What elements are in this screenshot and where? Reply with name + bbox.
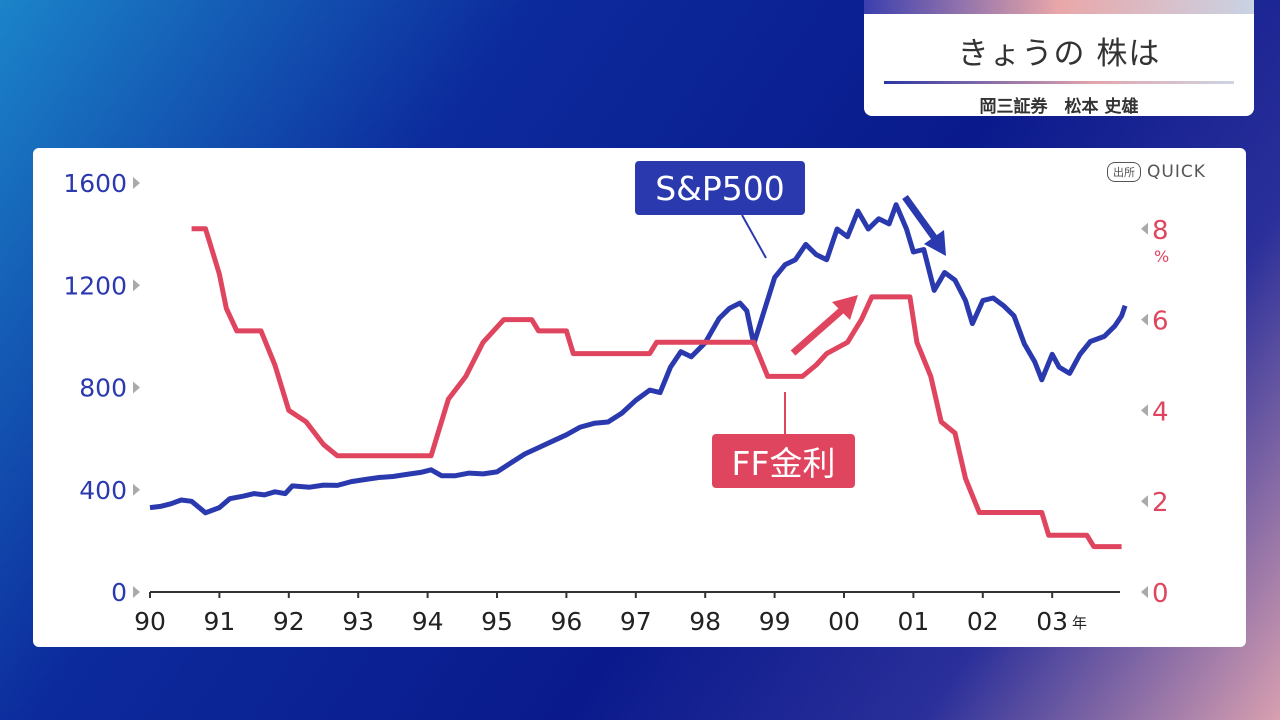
source-badge: 出所	[1107, 162, 1141, 182]
x-tick-label: 02	[967, 607, 999, 636]
x-tick-label: 99	[759, 607, 791, 636]
rising-arrowhead-icon	[832, 295, 858, 320]
left-tick-arrow-icon	[133, 483, 140, 496]
right-tick-label: 0	[1152, 579, 1169, 609]
ff-rate-label: FF金利	[712, 434, 855, 488]
x-tick-label: 94	[412, 607, 444, 636]
source-credit: 出所 QUICK	[1107, 162, 1206, 182]
sp500-label: S&P500	[635, 161, 805, 215]
x-tick-label: 97	[620, 607, 652, 636]
right-tick-label: 2	[1152, 488, 1169, 518]
sp500-leader-line	[741, 214, 767, 259]
x-tick-label: 92	[273, 607, 305, 636]
right-unit-label: %	[1154, 247, 1169, 266]
x-tick-label: 98	[689, 607, 721, 636]
left-tick-arrow-icon	[133, 381, 140, 394]
right-tick-arrow-icon	[1141, 404, 1148, 417]
right-tick-arrow-icon	[1141, 495, 1148, 508]
x-tick-label: 90	[134, 607, 166, 636]
right-tick-arrow-icon	[1141, 313, 1148, 326]
left-tick-arrow-icon	[133, 586, 140, 598]
left-tick-arrow-icon	[133, 177, 140, 189]
falling-arrowhead-icon	[924, 230, 946, 256]
program-title: きょうの 株は	[957, 36, 1161, 72]
x-unit-label: 年	[1072, 614, 1087, 632]
presenter-name: 岡三証券 松本 史雄	[979, 97, 1139, 116]
left-tick-label: 400	[79, 476, 127, 505]
rising-arrow-icon	[790, 307, 845, 356]
x-tick-label: 03	[1036, 607, 1068, 636]
right-tick-label: 4	[1152, 397, 1169, 427]
right-tick-arrow-icon	[1141, 222, 1148, 235]
left-tick-label: 1600	[63, 169, 127, 198]
left-tick-arrow-icon	[133, 279, 140, 292]
x-tick-label: 96	[550, 607, 582, 636]
title-divider	[884, 81, 1234, 84]
ff-rate-line	[191, 226, 1122, 550]
title-accent-bar	[864, 0, 1254, 14]
left-tick-label: 0	[111, 578, 127, 607]
x-tick-label: 95	[481, 607, 513, 636]
falling-arrow-icon	[902, 194, 939, 243]
source-name: QUICK	[1147, 162, 1206, 182]
right-tick-label: 8	[1152, 216, 1169, 246]
x-tick-label: 93	[342, 607, 374, 636]
x-tick-label: 01	[897, 607, 929, 636]
right-tick-label: 6	[1152, 307, 1169, 337]
left-tick-label: 1200	[63, 271, 127, 300]
sp500-line	[149, 202, 1128, 516]
x-tick-label: 91	[203, 607, 235, 636]
x-tick-label: 00	[828, 607, 860, 636]
right-tick-arrow-icon	[1141, 586, 1148, 598]
left-tick-label: 800	[79, 374, 127, 403]
program-title-card: きょうの 株は 岡三証券 松本 史雄	[864, 0, 1254, 116]
